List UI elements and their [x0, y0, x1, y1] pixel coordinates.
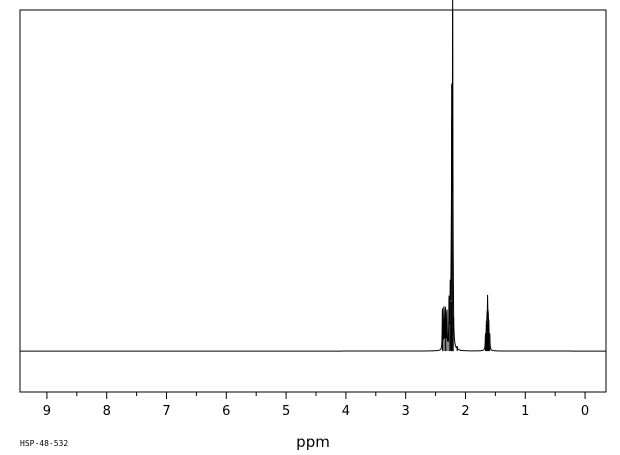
x-tick-label-1: 1 — [521, 404, 529, 419]
spectrum-trace — [20, 0, 606, 352]
x-tick-label-3: 3 — [402, 404, 410, 419]
x-tick-label-4: 4 — [342, 404, 350, 419]
spectrum-code-label: HSP-48-532 — [20, 439, 68, 448]
x-tick-label-5: 5 — [282, 404, 290, 419]
x-tick-label-9: 9 — [43, 404, 51, 419]
x-tick-label-2: 2 — [461, 404, 469, 419]
x-tick-label-6: 6 — [222, 404, 230, 419]
x-tick-label-8: 8 — [103, 404, 111, 419]
x-axis-tick-labels: 9 8 7 6 5 4 3 2 1 0 — [43, 404, 589, 419]
x-axis-title: ppm — [296, 433, 330, 451]
spectrum-series — [20, 0, 606, 352]
plot-frame — [19, 9, 607, 393]
x-tick-label-7: 7 — [162, 404, 170, 419]
x-axis-ticks — [46, 392, 586, 399]
x-tick-label-0: 0 — [581, 404, 589, 419]
